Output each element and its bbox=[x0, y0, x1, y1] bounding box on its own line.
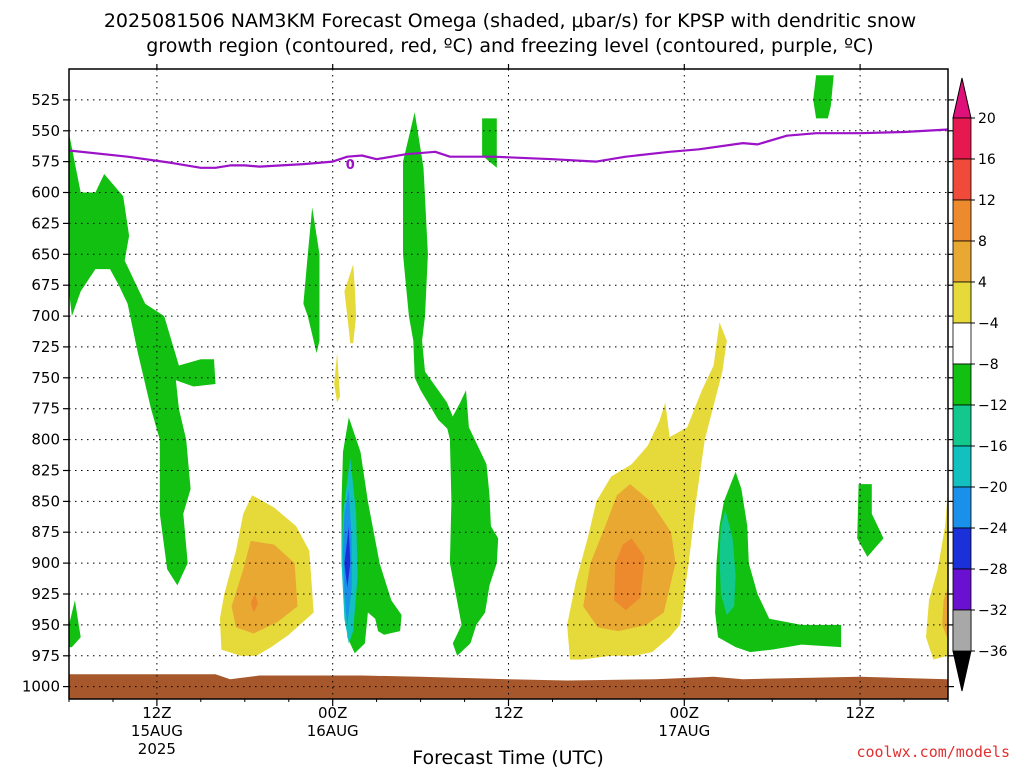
colorbar-swatch-9 bbox=[952, 486, 972, 529]
freezing-level-line bbox=[68, 128, 949, 169]
colorbar-swatch-10 bbox=[952, 527, 972, 570]
y-tick-label-750: 750 bbox=[31, 369, 60, 387]
colorbar-label-1: 16 bbox=[978, 152, 996, 168]
colorbar-label-0: 20 bbox=[978, 111, 996, 127]
colorbar-swatch-3 bbox=[952, 240, 972, 283]
colorbar-top-arrow bbox=[952, 77, 972, 119]
x-tick-label-0: 12Z bbox=[142, 704, 171, 722]
freezing-level-label: 0 bbox=[346, 158, 355, 173]
colorbar-label-7: −12 bbox=[978, 398, 1008, 414]
omega-region-11 bbox=[341, 417, 402, 654]
x-tick-date-3: 17AUG bbox=[658, 722, 710, 740]
omega-region-22 bbox=[926, 489, 948, 660]
omega-region-14 bbox=[344, 526, 351, 588]
y-tick-label-525: 525 bbox=[31, 91, 60, 109]
y-tick-label-1000: 1000 bbox=[22, 678, 60, 696]
x-tick-date-1: 16AUG bbox=[307, 722, 359, 740]
y-tick-label-900: 900 bbox=[31, 554, 60, 572]
omega-region-4 bbox=[334, 353, 340, 403]
colorbar: 20 16 12 8 4 −4 −8 −12 −16 −20 −24 −28 −32 −36 bbox=[952, 77, 1008, 692]
omega-region-3 bbox=[344, 264, 357, 344]
colorbar-swatch-11 bbox=[952, 568, 972, 611]
credit-text: coolwx.com/models bbox=[856, 743, 1010, 761]
omega-region-1 bbox=[69, 600, 81, 648]
y-tick-label-950: 950 bbox=[31, 616, 60, 634]
omega-region-18 bbox=[715, 471, 842, 653]
omega-region-0 bbox=[69, 133, 216, 586]
colorbar-swatch-6 bbox=[952, 363, 972, 406]
colorbar-swatch-1 bbox=[952, 158, 972, 201]
omega-region-20 bbox=[813, 75, 834, 119]
colorbar-label-3: 8 bbox=[978, 234, 987, 250]
colorbar-label-12: −32 bbox=[978, 603, 1008, 619]
colorbar-swatch-4 bbox=[952, 281, 972, 324]
y-tick-label-600: 600 bbox=[31, 184, 60, 202]
colorbar-label-8: −16 bbox=[978, 439, 1008, 455]
x-axis-label: Forecast Time (UTC) bbox=[412, 747, 603, 768]
ground-surface bbox=[69, 674, 948, 699]
y-tick-label-800: 800 bbox=[31, 431, 60, 449]
omega-region-9 bbox=[231, 540, 298, 634]
omega-region-10 bbox=[250, 594, 258, 613]
gridlines bbox=[69, 69, 948, 699]
omega-region-17 bbox=[614, 538, 645, 611]
y-tick-label-875: 875 bbox=[31, 523, 60, 541]
omega-region-19 bbox=[719, 510, 736, 615]
colorbar-swatch-2 bbox=[952, 199, 972, 242]
y-tick-label-650: 650 bbox=[31, 245, 60, 263]
x-tick-label-2: 12Z bbox=[494, 704, 523, 722]
colorbar-swatch-7 bbox=[952, 404, 972, 447]
chart-title-line-2: growth region (contoured, red, ºC) and f… bbox=[146, 35, 873, 57]
colorbar-swatch-0 bbox=[952, 117, 972, 160]
omega-region-5 bbox=[403, 112, 458, 430]
colorbar-label-4: 4 bbox=[978, 275, 987, 291]
omega-region-21 bbox=[857, 484, 884, 557]
omega-region-23 bbox=[942, 587, 948, 640]
colorbar-bottom-arrow bbox=[952, 650, 972, 692]
colorbar-label-6: −8 bbox=[978, 357, 999, 373]
x-tick-date-0: 15AUG bbox=[131, 722, 183, 740]
y-tick-label-675: 675 bbox=[31, 276, 60, 294]
y-tick-label-775: 775 bbox=[31, 400, 60, 418]
omega-region-2 bbox=[303, 207, 320, 354]
x-tick-label-1: 00Z bbox=[318, 704, 347, 722]
colorbar-label-10: −24 bbox=[978, 521, 1008, 537]
colorbar-label-5: −4 bbox=[978, 316, 999, 332]
ground-layer bbox=[69, 674, 948, 699]
y-tick-label-575: 575 bbox=[31, 153, 60, 171]
freezing-level-contour: 0 bbox=[68, 128, 949, 173]
x-tick-label-4: 12Z bbox=[845, 704, 874, 722]
y-tick-label-850: 850 bbox=[31, 492, 60, 510]
y-axis: 525 550 575 600 625 650 675 700 725 750 775 800 825 8… bbox=[22, 91, 954, 696]
colorbar-label-13: −36 bbox=[978, 644, 1008, 660]
y-tick-label-975: 975 bbox=[31, 647, 60, 665]
plot-area: 0 bbox=[68, 68, 949, 700]
colorbar-swatch-8 bbox=[952, 445, 972, 488]
y-tick-label-725: 725 bbox=[31, 338, 60, 356]
y-tick-label-625: 625 bbox=[31, 214, 60, 232]
y-tick-label-925: 925 bbox=[31, 585, 60, 603]
y-tick-label-700: 700 bbox=[31, 307, 60, 325]
x-tick-label-3: 00Z bbox=[670, 704, 699, 722]
colorbar-label-2: 12 bbox=[978, 193, 996, 209]
omega-region-7 bbox=[447, 390, 499, 656]
chart-title-line-1: 2025081506 NAM3KM Forecast Omega (shaded… bbox=[104, 10, 916, 32]
colorbar-swatch-13 bbox=[952, 609, 972, 652]
y-tick-label-550: 550 bbox=[31, 122, 60, 140]
colorbar-label-9: −20 bbox=[978, 480, 1008, 496]
omega-region-6 bbox=[482, 118, 497, 168]
x-tick-year-0: 2025 bbox=[138, 740, 176, 758]
y-tick-label-825: 825 bbox=[31, 462, 60, 480]
colorbar-swatch-5 bbox=[952, 322, 972, 365]
colorbar-label-11: −28 bbox=[978, 562, 1008, 578]
